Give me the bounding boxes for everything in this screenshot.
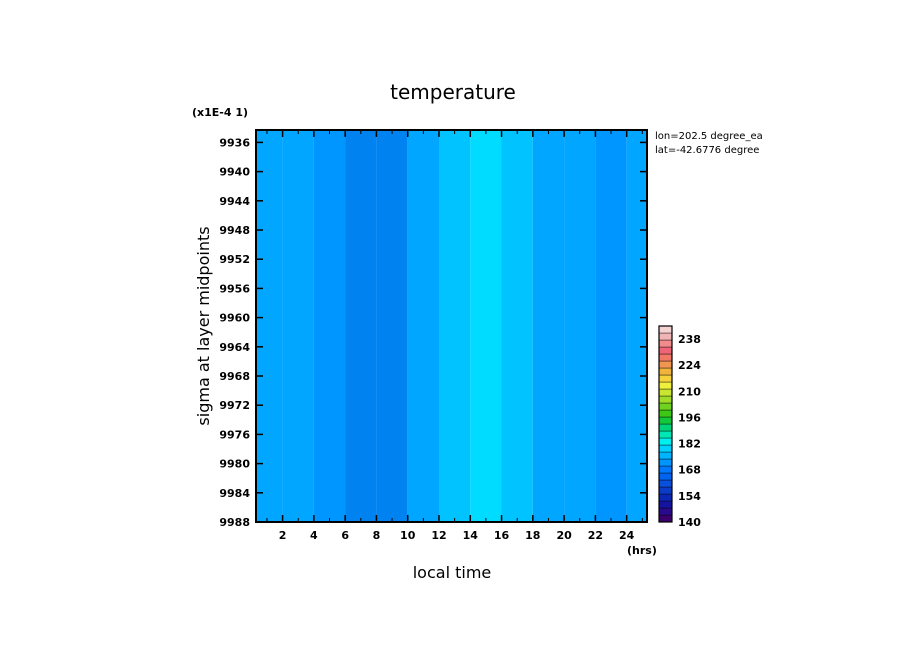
colorbar-swatch bbox=[658, 493, 673, 502]
colorbar-tick-label: 140 bbox=[678, 516, 701, 529]
colorbar-swatch bbox=[658, 353, 673, 362]
colorbar: 140 154 168 182 196 210 224 238 bbox=[658, 325, 701, 529]
contour-band bbox=[626, 130, 647, 522]
contour-band bbox=[532, 130, 565, 522]
colorbar-swatch bbox=[658, 430, 673, 439]
x-tick-label: 22 bbox=[588, 529, 603, 542]
colorbar-tick-label: 238 bbox=[678, 333, 701, 346]
y-tick-label: 9960 bbox=[219, 312, 250, 325]
contour-band bbox=[282, 130, 314, 522]
colorbar-swatch bbox=[658, 451, 673, 460]
colorbar-swatch bbox=[658, 381, 673, 390]
contour-band bbox=[501, 130, 533, 522]
y-tick-label: 9944 bbox=[219, 195, 250, 208]
contour-band bbox=[376, 130, 408, 522]
colorbar-swatch bbox=[658, 500, 673, 509]
y-axis-label: sigma at layer midpoints bbox=[194, 226, 213, 425]
colorbar-swatch bbox=[658, 486, 673, 495]
colorbar-tick-label: 154 bbox=[678, 490, 701, 503]
contour-band bbox=[595, 130, 627, 522]
colorbar-tick-label: 182 bbox=[678, 438, 701, 451]
x-axis-label: local time bbox=[413, 563, 492, 582]
colorbar-swatch bbox=[658, 472, 673, 481]
x-tick-label: 20 bbox=[556, 529, 572, 542]
colorbar-swatch bbox=[658, 465, 673, 474]
x-tick-label: 8 bbox=[373, 529, 381, 542]
contour-band bbox=[407, 130, 439, 522]
x-tick-label: 12 bbox=[431, 529, 446, 542]
colorbar-tick-label: 210 bbox=[678, 385, 701, 398]
colorbar-swatch bbox=[658, 458, 673, 467]
y-tick-label: 9984 bbox=[219, 487, 250, 500]
y-tick-label: 9988 bbox=[219, 516, 250, 529]
chart-title: temperature bbox=[390, 80, 516, 104]
colorbar-swatch bbox=[658, 374, 673, 383]
x-tick-label: 16 bbox=[494, 529, 510, 542]
contour-band bbox=[256, 130, 283, 522]
y-tick-label: 9968 bbox=[219, 370, 250, 383]
y-tick-label: 9948 bbox=[219, 224, 250, 237]
colorbar-swatch bbox=[658, 360, 673, 369]
x-tick-label: 2 bbox=[279, 529, 287, 542]
x-tick-label: 4 bbox=[310, 529, 318, 542]
contour-band bbox=[345, 130, 377, 522]
y-tick-label: 9964 bbox=[219, 341, 250, 354]
colorbar-swatch bbox=[658, 388, 673, 397]
x-tick-label: 24 bbox=[619, 529, 635, 542]
y-tick-label: 9952 bbox=[219, 253, 250, 266]
colorbar-swatch bbox=[658, 444, 673, 453]
x-tick-label: 10 bbox=[400, 529, 416, 542]
contour-band bbox=[564, 130, 596, 522]
colorbar-swatch bbox=[658, 409, 673, 418]
y-tick-label: 9940 bbox=[219, 166, 250, 179]
y-tick-label: 9976 bbox=[219, 428, 250, 441]
info-line-lon: lon=202.5 degree_ea bbox=[655, 131, 763, 142]
contour-band bbox=[470, 130, 502, 522]
y-tick-label: 9980 bbox=[219, 458, 250, 471]
x-tick-label: 14 bbox=[463, 529, 479, 542]
colorbar-swatch bbox=[658, 423, 673, 432]
info-line-lat: lat=-42.6776 degree bbox=[655, 145, 759, 156]
colorbar-swatch bbox=[658, 395, 673, 404]
colorbar-swatch bbox=[658, 325, 673, 334]
colorbar-swatch bbox=[658, 346, 673, 355]
colorbar-swatch bbox=[658, 479, 673, 488]
y-tick-label: 9956 bbox=[219, 282, 250, 295]
axis-ticks: 2 4 6 8 10 12 14 16 18 20 22 2499369940994499489952… bbox=[219, 130, 647, 542]
colorbar-frame bbox=[658, 325, 673, 523]
y-tick-label: 9936 bbox=[219, 136, 250, 149]
x-tick-label: 18 bbox=[525, 529, 540, 542]
colorbar-tick-label: 196 bbox=[678, 411, 701, 424]
colorbar-tick-label: 224 bbox=[678, 359, 701, 372]
colorbar-swatch bbox=[658, 507, 673, 516]
x-axis-unit: (hrs) bbox=[627, 544, 657, 557]
colorbar-swatch bbox=[658, 437, 673, 446]
colorbar-swatch bbox=[658, 367, 673, 376]
contour-band bbox=[439, 130, 471, 522]
colorbar-swatch bbox=[658, 514, 673, 523]
plot-frame bbox=[255, 129, 648, 523]
colorbar-swatch bbox=[658, 339, 673, 348]
x-tick-label: 6 bbox=[341, 529, 349, 542]
contour-band bbox=[313, 130, 346, 522]
y-tick-label: 9972 bbox=[219, 399, 250, 412]
plot-area bbox=[256, 130, 647, 522]
colorbar-swatch bbox=[658, 402, 673, 411]
colorbar-swatch bbox=[658, 416, 673, 425]
scale-note: (x1E-4 1) bbox=[192, 106, 248, 119]
colorbar-tick-label: 168 bbox=[678, 464, 701, 477]
colorbar-swatch bbox=[658, 332, 673, 341]
